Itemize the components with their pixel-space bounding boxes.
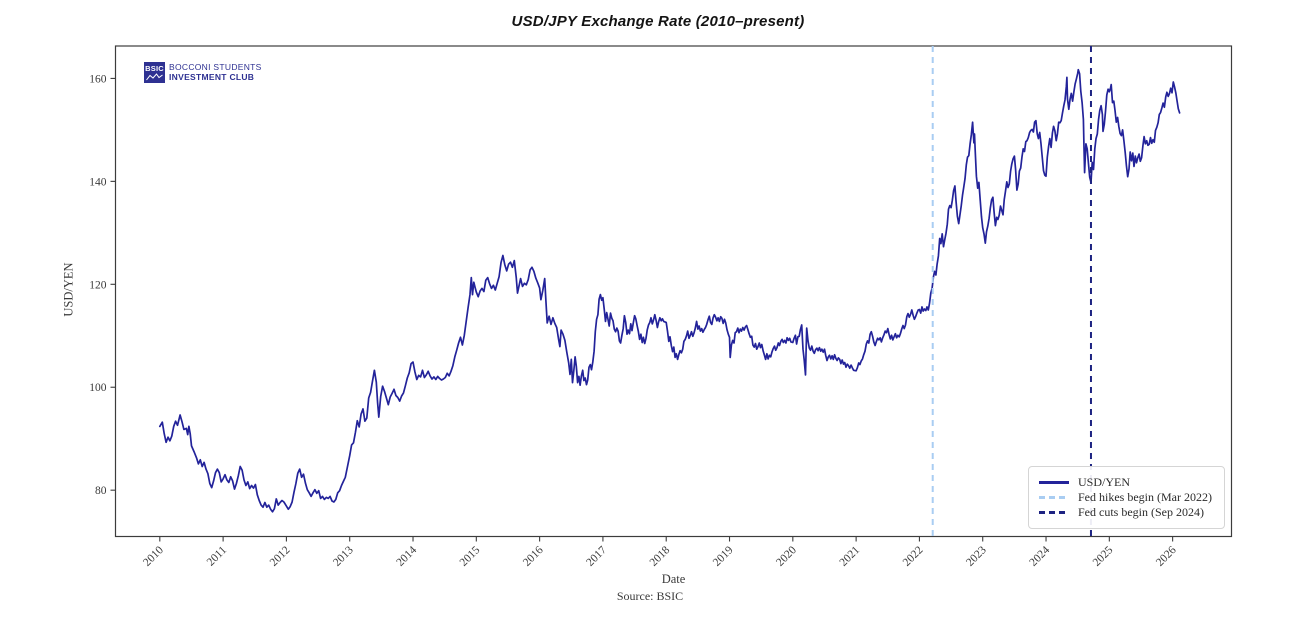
- logo-line1: BOCCONI STUDENTS: [169, 62, 262, 72]
- x-axis-label: Date: [661, 572, 686, 586]
- legend: USD/YEN Fed hikes begin (Mar 2022) Fed c…: [1028, 466, 1225, 529]
- x-tick-label: 2010: [141, 544, 166, 569]
- x-tick-label: 2024: [1027, 544, 1052, 569]
- x-tick-label: 2025: [1091, 544, 1116, 569]
- bsic-logo: BSIC BOCCONI STUDENTS INVESTMENT CLUB: [144, 62, 262, 83]
- x-tick-label: 2020: [774, 544, 799, 569]
- chart-title: USD/JPY Exchange Rate (2010–present): [511, 13, 805, 30]
- usdjpy-line: [158, 68, 1181, 513]
- x-tick-label: 2021: [837, 544, 862, 569]
- x-tick-label: 2013: [331, 544, 356, 569]
- plot-frame: [114, 45, 1233, 538]
- legend-item-fed-cuts: Fed cuts begin (Sep 2024): [1039, 505, 1214, 520]
- legend-swatch-fed-hikes: [1039, 496, 1069, 499]
- y-tick-label: 140: [89, 176, 107, 188]
- legend-label-usdyen: USD/YEN: [1078, 475, 1131, 489]
- y-axis-label: USD/YEN: [61, 262, 76, 317]
- legend-item-fed-hikes: Fed hikes begin (Mar 2022): [1039, 490, 1214, 505]
- x-tick-label: 2012: [268, 544, 293, 569]
- source-note: Source: BSIC: [616, 589, 684, 603]
- x-tick-label: 2022: [901, 544, 926, 569]
- x-tick-label: 2026: [1154, 544, 1179, 569]
- logo-squiggle-icon: [146, 72, 163, 80]
- x-tick-label: 2017: [584, 544, 609, 569]
- bsic-logo-text: BOCCONI STUDENTS INVESTMENT CLUB: [169, 62, 262, 82]
- x-tick-label: 2016: [521, 544, 546, 569]
- logo-line2: INVESTMENT CLUB: [169, 71, 255, 82]
- bsic-logo-abbr: BSIC: [145, 63, 164, 73]
- y-tick-label: 100: [89, 382, 107, 394]
- x-tick-label: 2019: [711, 544, 736, 569]
- bsic-logo-mark: BSIC: [144, 62, 165, 83]
- y-tick-label: 120: [89, 279, 107, 291]
- legend-swatch-fed-cuts: [1039, 511, 1069, 514]
- x-tick-label: 2023: [964, 544, 989, 569]
- legend-swatch-usdyen: [1039, 481, 1069, 484]
- x-tick-label: 2015: [458, 544, 483, 569]
- y-tick-label: 80: [95, 485, 107, 497]
- legend-label-fed-cuts: Fed cuts begin (Sep 2024): [1078, 505, 1204, 519]
- x-tick-label: 2011: [205, 544, 230, 569]
- x-tick-label: 2018: [648, 544, 673, 569]
- x-tick-label: 2014: [394, 544, 419, 569]
- legend-item-usdyen: USD/YEN: [1039, 475, 1214, 490]
- legend-label-fed-hikes: Fed hikes begin (Mar 2022): [1078, 490, 1212, 504]
- y-tick-label: 160: [89, 73, 107, 85]
